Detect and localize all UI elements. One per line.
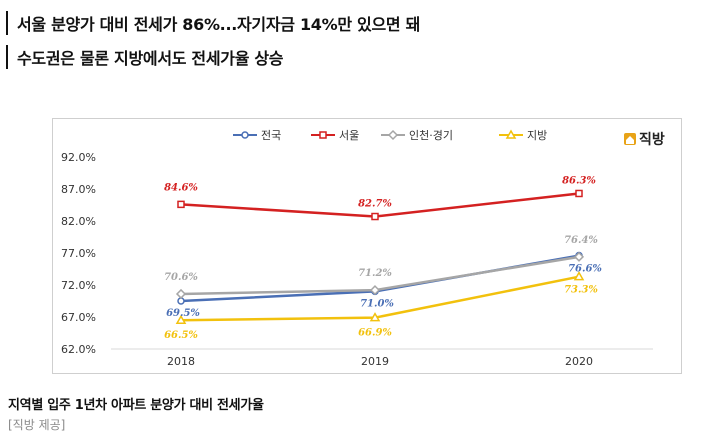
data-point bbox=[175, 314, 187, 324]
figure-caption: 지역별 입주 1년차 아파트 분양가 대비 전세가율 bbox=[8, 398, 264, 413]
x-tick-label: 2018 bbox=[167, 355, 195, 368]
headline: 서울 분양가 대비 전세가 86%...자기자금 14%만 있으면 돼 수도권은… bbox=[6, 8, 566, 72]
y-tick-label: 92.0% bbox=[61, 151, 96, 164]
line-chart: 92.0% 87.0% 82.0% 77.0% 72.0% 67.0% 62.0% 2018 2… bbox=[61, 128, 665, 368]
data-label: 71.0% bbox=[360, 298, 394, 309]
data-label: 69.5% bbox=[166, 308, 200, 319]
data-label: 66.5% bbox=[164, 330, 198, 341]
headline-title: 서울 분양가 대비 전세가 86%...자기자금 14%만 있으면 돼 bbox=[17, 15, 421, 34]
data-label: 76.6% bbox=[568, 264, 602, 275]
data-label: 82.7% bbox=[358, 199, 392, 210]
data-point bbox=[371, 212, 379, 221]
chart-panel: 92.0% 87.0% 82.0% 77.0% 72.0% 67.0% 62.0% 2018 2… bbox=[52, 118, 682, 374]
data-label: 71.2% bbox=[358, 268, 392, 279]
legend-label: 지방 bbox=[527, 129, 547, 142]
data-point bbox=[369, 312, 381, 322]
headline-bar bbox=[6, 45, 8, 69]
data-point bbox=[575, 189, 583, 198]
data-point bbox=[369, 285, 381, 296]
legend-marker bbox=[319, 131, 327, 139]
headline-line-2: 수도권은 물론 지방에서도 전세가율 상승 bbox=[6, 42, 566, 72]
y-tick-label: 67.0% bbox=[61, 311, 96, 324]
headline-line-1: 서울 분양가 대비 전세가 86%...자기자금 14%만 있으면 돼 bbox=[6, 8, 566, 38]
legend-label: 전국 bbox=[261, 129, 281, 142]
y-tick-label: 77.0% bbox=[61, 247, 96, 260]
legend-marker bbox=[241, 131, 249, 139]
data-label: 66.9% bbox=[358, 328, 392, 339]
data-label: 76.4% bbox=[564, 235, 598, 246]
legend-marker bbox=[505, 129, 517, 139]
brand-logo: 직방 bbox=[624, 131, 665, 148]
data-point bbox=[573, 271, 585, 281]
data-label: 86.3% bbox=[562, 175, 596, 186]
house-icon-roof bbox=[626, 136, 634, 144]
source-credit: [직방 제공] bbox=[8, 418, 66, 432]
y-tick-label: 82.0% bbox=[61, 215, 96, 228]
data-point bbox=[175, 288, 187, 300]
headline-subtitle: 수도권은 물론 지방에서도 전세가율 상승 bbox=[17, 49, 284, 68]
legend-label: 서울 bbox=[339, 129, 359, 142]
headline-bar bbox=[6, 11, 8, 35]
x-tick-label: 2020 bbox=[565, 355, 593, 368]
data-point bbox=[177, 200, 185, 209]
x-tick-label: 2019 bbox=[361, 355, 389, 368]
data-point bbox=[573, 251, 585, 262]
y-tick-label: 62.0% bbox=[61, 343, 96, 356]
data-label: 84.6% bbox=[164, 182, 198, 193]
logo-text: 직방 bbox=[639, 131, 665, 148]
data-label: 70.6% bbox=[164, 272, 198, 283]
legend-marker bbox=[387, 129, 399, 141]
y-tick-label: 72.0% bbox=[61, 279, 96, 292]
y-tick-label: 87.0% bbox=[61, 183, 96, 196]
data-label: 73.3% bbox=[564, 285, 598, 296]
legend-label: 인천·경기 bbox=[409, 128, 453, 142]
